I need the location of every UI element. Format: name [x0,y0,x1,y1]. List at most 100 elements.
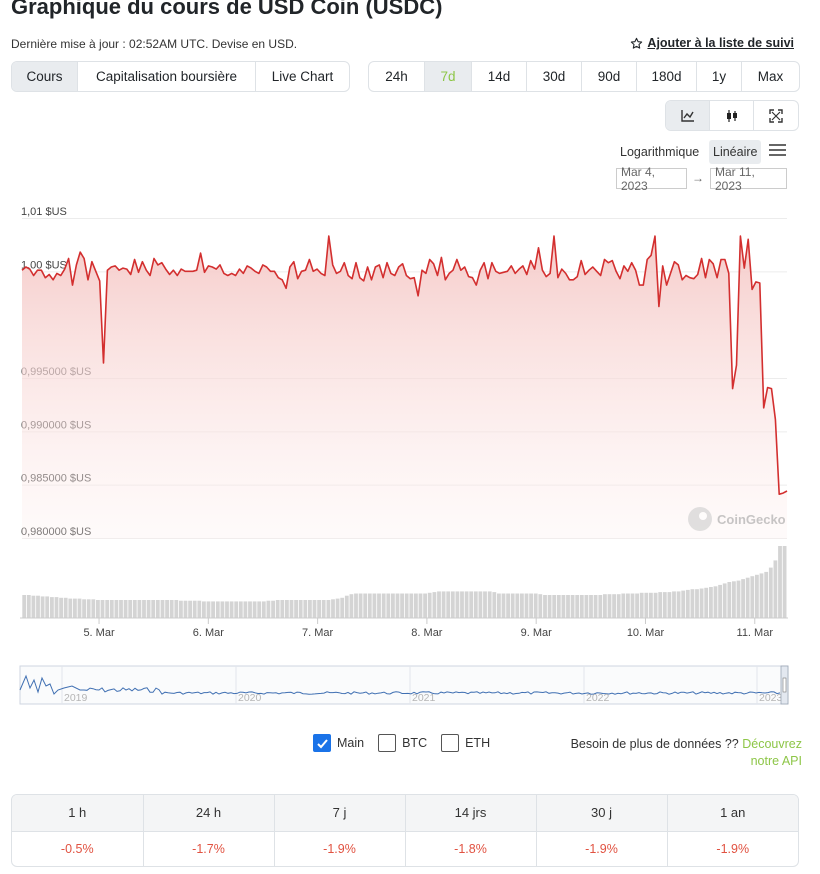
volume-bar [603,594,607,618]
checkbox-main[interactable] [313,734,331,752]
volume-bar [298,600,303,618]
range-max[interactable]: Max [757,69,784,84]
volume-bar [211,601,215,618]
volume-bar [427,592,432,618]
volume-bar [229,601,234,618]
volume-bar [667,592,672,618]
tab-market-cap[interactable]: Capitalisation boursière [78,62,256,91]
api-link[interactable]: Découvrez notre API [742,737,802,768]
navigator-year-label: 2020 [238,692,262,704]
volume-bar [59,597,63,618]
volume-bar [404,593,409,618]
checkbox-eth[interactable] [441,734,460,752]
volume-bar [26,595,31,618]
volume-bar [589,595,593,618]
volume-bar [469,591,474,618]
line-chart-button[interactable] [666,101,710,130]
x-axis: 5. Mar 6. Mar 7. Mar 8. Mar 9. Mar 10. Mar 11.… [83,618,773,639]
navigator-handle-grip[interactable] [782,677,787,693]
volume-bar [391,593,395,618]
volume-bar [100,600,105,618]
perf-header-1h: 1 h [12,795,144,832]
more-data-question: Besoin de plus de données ?? [570,737,739,751]
volume-bar [437,591,441,618]
volume-bar [584,595,589,618]
volume-bar [685,589,690,618]
volume-bar [639,592,644,618]
range-7d[interactable]: 7d [425,62,472,91]
x-tick-label: 11. Mar [737,627,774,639]
volume-bar [450,591,455,618]
perf-value-1y: -1.9% [716,841,750,856]
compare-eth-checkbox[interactable]: ETH [441,734,490,752]
volume-bar [128,600,133,618]
volume-bar [225,601,229,618]
navigator-year-label: 2021 [412,692,436,704]
range-14d[interactable]: 14d [472,62,527,91]
tab-live-chart[interactable]: Live Chart [271,69,334,84]
line-chart-icon [680,109,694,122]
candlestick-button[interactable] [710,101,754,130]
svg-text:CoinGecko: CoinGecko [717,512,786,527]
x-tick-label: 8. Mar [411,627,443,639]
volume-bar [179,600,183,618]
volume-bar [197,600,202,618]
volume-bar [45,596,50,618]
volume-bar [520,593,524,618]
volume-bar [243,601,248,618]
volume-bar [202,601,206,618]
perf-header-24h: 24 h [143,795,275,832]
volume-bar [275,600,280,618]
volume-bar [114,600,119,618]
range-1y[interactable]: 1y [697,62,742,91]
compare-btc-label: BTC [402,736,428,750]
fullscreen-button[interactable] [754,101,798,130]
compare-main-checkbox[interactable]: Main [313,734,364,752]
last-updated-text: Dernière mise à jour : 02:52AM UTC. Devi… [11,37,298,51]
navigator-year-label: 2022 [586,692,610,704]
volume-bar [165,600,169,618]
linear-scale-button[interactable]: Linéaire [709,140,762,164]
performance-header-row: 1 h 24 h 7 j 14 jrs 30 j 1 an [12,795,798,832]
volume-bar [395,593,400,618]
compare-btc-checkbox[interactable]: BTC [378,734,427,752]
checkbox-btc[interactable] [378,734,397,752]
volume-bar [50,597,54,618]
date-to-input[interactable]: Mar 11, 2023 [710,165,787,193]
y-tick-label: 1,00 $US [21,259,67,271]
volume-bar [460,591,464,618]
range-24h[interactable]: 24h [369,62,425,91]
volume-bar [31,595,36,618]
log-scale-button[interactable]: Logarithmique [620,145,700,159]
volume-bar [137,600,142,618]
volume-bar [635,593,639,618]
volume-bar [510,593,515,618]
candlestick-icon [726,109,737,122]
volume-bar [515,593,520,618]
volume-bar [91,599,96,618]
volume-bar [82,599,86,618]
navigator-line [19,674,781,695]
volume-bar [722,583,727,618]
volume-bar [377,593,381,618]
tab-price[interactable]: Cours [12,62,78,91]
range-90d[interactable]: 90d [582,62,637,91]
volume-bar [418,593,423,618]
volume-bar [36,595,40,618]
volume-bar [312,600,317,618]
range-30d[interactable]: 30d [527,62,582,91]
add-to-watchlist-link[interactable]: Ajouter à la liste de suivi [630,36,794,50]
volume-bar [160,600,165,618]
volume-bar [358,593,363,618]
range-180d[interactable]: 180d [637,62,697,91]
hamburger-menu-icon[interactable] [769,143,786,158]
date-from-input[interactable]: Mar 4, 2023 [616,165,687,193]
volume-bar [238,601,243,618]
volume-bar [727,582,732,618]
y-tick-label: 1,01 $US [21,206,67,218]
volume-bar [626,593,630,618]
x-tick-label: 6. Mar [193,627,225,639]
navigator[interactable]: 2019 2020 2021 2022 2023 [19,665,789,705]
volume-bar [285,600,289,618]
volume-bar [77,598,82,618]
